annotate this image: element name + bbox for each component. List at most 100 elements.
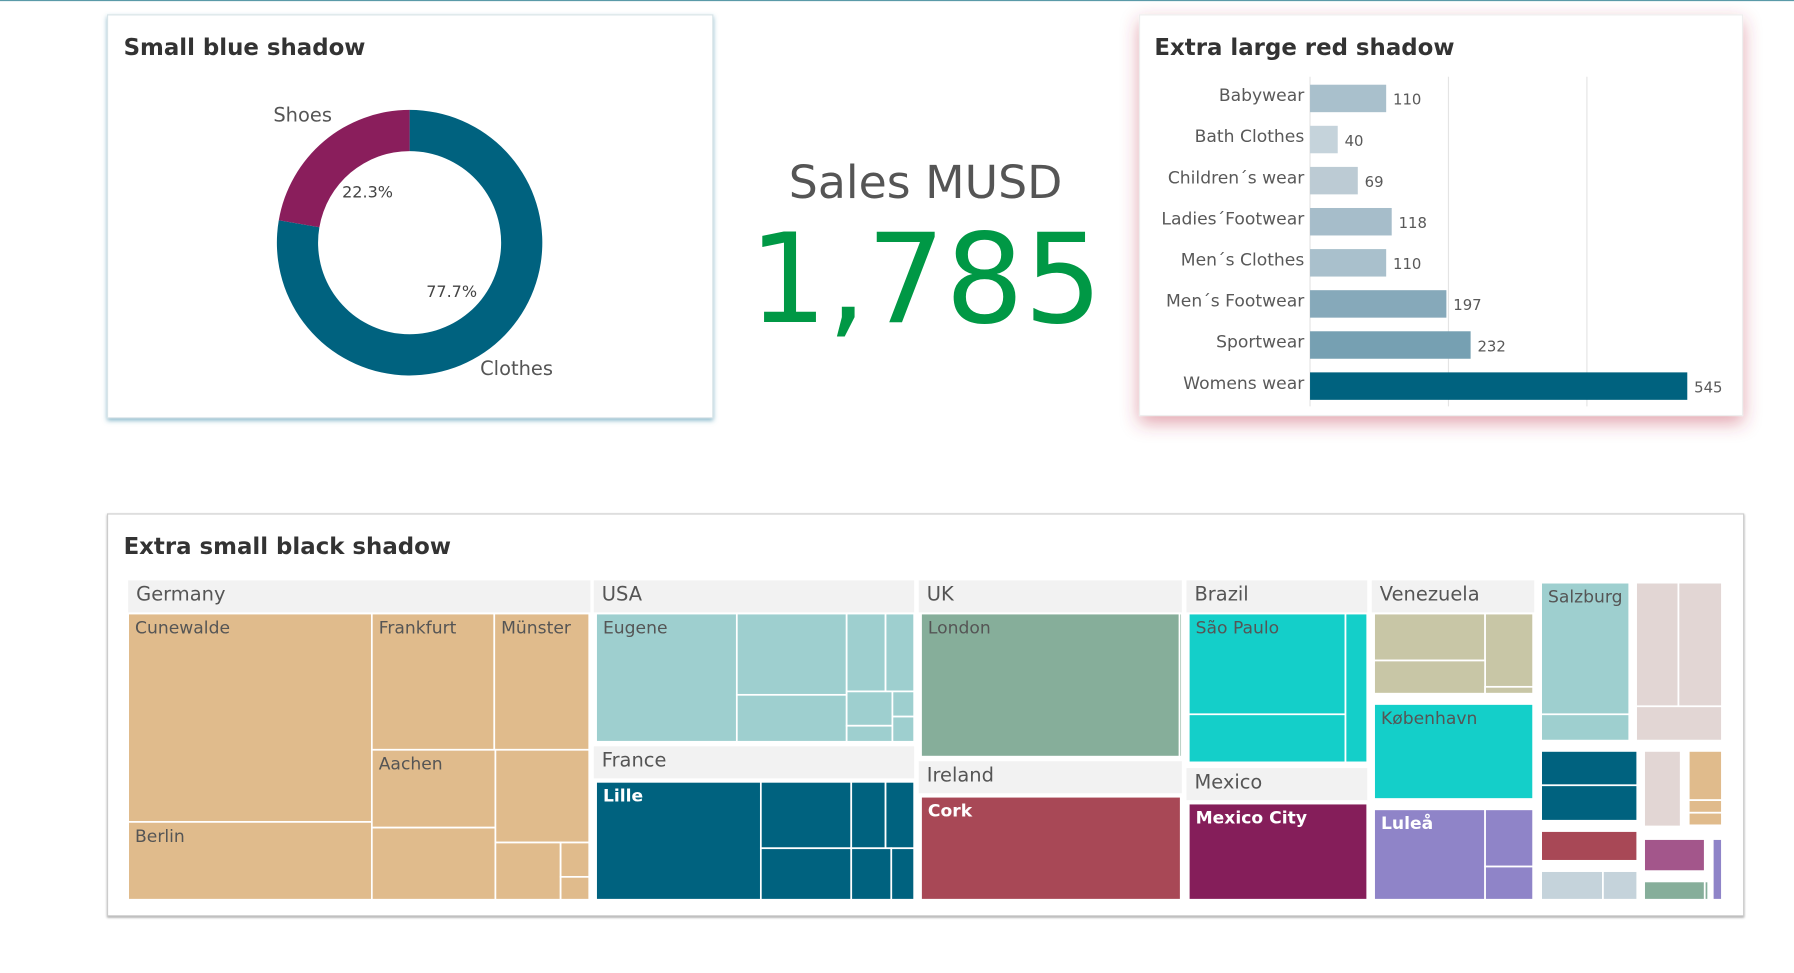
- treemap-tile: [884, 780, 916, 850]
- group-header: [1186, 768, 1368, 801]
- treemap-tile: [920, 612, 1181, 758]
- group-header: [918, 761, 1182, 794]
- group-label: Germany: [136, 583, 225, 606]
- bar: [1310, 290, 1447, 318]
- treemap-tile: [735, 612, 848, 696]
- treemap-tile: [1635, 705, 1723, 742]
- treemap-tile: [1373, 703, 1534, 800]
- y-tick-label: Men´s Footwear: [1166, 292, 1305, 312]
- bar: [1310, 125, 1338, 154]
- treemap-tile: [1687, 750, 1723, 802]
- treemap-tile: [1187, 612, 1347, 716]
- group-header: [1371, 580, 1535, 613]
- tile-label: København: [1381, 709, 1477, 729]
- group-header: [593, 580, 915, 613]
- slice-category-label: Clothes: [480, 357, 553, 380]
- group-label: France: [602, 749, 667, 772]
- treemap-tile: [1484, 612, 1534, 688]
- bar: [1310, 249, 1387, 277]
- treemap-tile: [1540, 830, 1639, 862]
- panel: [106, 14, 714, 419]
- treemap-tile: [370, 748, 497, 829]
- treemap-tile: [370, 612, 496, 751]
- bar-value-label: 545: [1694, 378, 1722, 396]
- group-label: UK: [927, 583, 955, 606]
- bar: [1310, 166, 1358, 195]
- tile-label: Cunewalde: [135, 618, 230, 638]
- y-tick-label: Men´s Clothes: [1181, 251, 1305, 271]
- y-tick-label: Bath Clothes: [1195, 127, 1305, 147]
- treemap-tile: [595, 612, 738, 743]
- treemap-tile: [884, 612, 916, 693]
- treemap-tile: [1373, 659, 1486, 695]
- treemap-tile: [127, 821, 373, 901]
- treemap-tile: [890, 847, 916, 901]
- bar: [1310, 207, 1392, 236]
- kpi-value: 1,785: [749, 208, 1103, 352]
- bar: [1310, 372, 1688, 400]
- y-tick-label: Babywear: [1219, 86, 1305, 106]
- bar-value-label: 69: [1365, 173, 1384, 191]
- bar: [1310, 84, 1387, 113]
- tile-label: Münster: [501, 618, 572, 638]
- treemap-tile: [891, 690, 916, 718]
- y-tick-label: Womens wear: [1183, 374, 1305, 394]
- treemap-tile: [850, 847, 893, 901]
- treemap-tile: [1344, 612, 1369, 764]
- treemap-tile: [759, 847, 853, 901]
- treemap-tile: [1484, 685, 1534, 695]
- treemap-tile: [493, 612, 591, 751]
- treemap-tile: [759, 780, 853, 850]
- treemap-tile: [1643, 750, 1682, 828]
- treemap-tile: [127, 612, 373, 823]
- group-label: Venezuela: [1380, 583, 1480, 606]
- bar-value-label: 118: [1399, 214, 1427, 232]
- tile-label: London: [928, 618, 991, 638]
- treemap-tile: [1540, 581, 1631, 716]
- treemap-tile: [1178, 612, 1183, 758]
- group-label: USA: [602, 583, 643, 606]
- group-label: Mexico: [1194, 770, 1262, 793]
- treemap-tile: [1484, 808, 1534, 868]
- treemap-tile: [1687, 811, 1723, 827]
- treemap-tile: [845, 724, 894, 743]
- tile-label: Eugene: [603, 618, 668, 638]
- group-header: [593, 746, 915, 779]
- treemap-tile: [891, 715, 916, 743]
- treemap-tile: [1711, 838, 1723, 901]
- treemap-tile: [845, 612, 887, 693]
- tile-label: Cork: [928, 802, 973, 822]
- treemap-tile: [494, 841, 562, 901]
- treemap-tile: [494, 748, 591, 844]
- treemap-tile: [1484, 865, 1534, 901]
- slice-category-label: Shoes: [273, 103, 332, 126]
- donut-slice: [278, 109, 410, 228]
- panel-title: Small blue shadow: [124, 35, 366, 61]
- bar: [1310, 331, 1471, 359]
- bar-value-label: 232: [1477, 337, 1505, 355]
- treemap-tile: [1373, 612, 1486, 662]
- treemap-tile: [559, 875, 591, 901]
- donut-slice: [276, 109, 543, 376]
- treemap-tile: [1635, 581, 1680, 708]
- group-label: Ireland: [927, 764, 994, 787]
- tile-label: Luleå: [1381, 812, 1433, 834]
- group-header: [918, 580, 1182, 613]
- treemap-tile: [1540, 784, 1639, 822]
- treemap-tile: [1602, 870, 1639, 901]
- y-tick-label: Sportwear: [1216, 333, 1305, 353]
- y-tick-label: Ladies´Footwear: [1161, 209, 1305, 229]
- bar-value-label: 197: [1453, 296, 1481, 314]
- slice-value-label: 22.3%: [342, 182, 393, 201]
- treemap-tile: [1373, 808, 1486, 901]
- y-tick-label: Children´s wear: [1168, 168, 1305, 188]
- tile-label: Salzburg: [1548, 588, 1623, 608]
- panel-title: Extra small black shadow: [124, 534, 451, 560]
- group-header: [128, 580, 591, 613]
- tile-label: Mexico City: [1196, 808, 1307, 828]
- tile-label: Lille: [603, 787, 643, 807]
- tile-label: Aachen: [379, 755, 443, 775]
- treemap-tile: [1540, 870, 1604, 901]
